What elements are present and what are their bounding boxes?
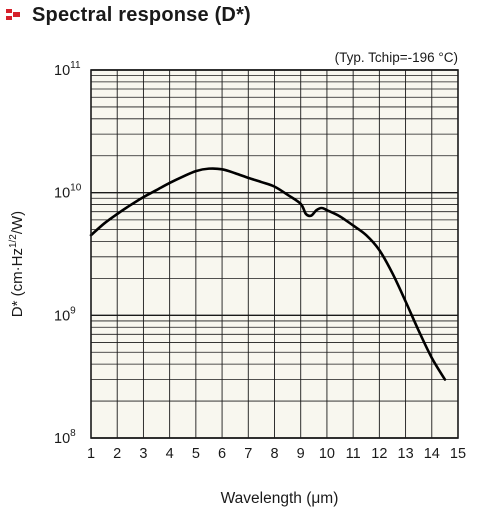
x-tick-label: 13 [398,446,414,462]
red-squares-icon [6,9,22,21]
y-axis-label-part-2: /W) [9,211,26,234]
y-tick-label: 1011 [54,60,81,79]
x-tick-label: 12 [371,446,387,462]
x-tick-label: 11 [346,446,361,462]
y-axis-label-part-1: D* (cm·Hz [9,248,26,317]
x-tick-label: 1 [87,446,95,462]
chart-annotation: (Typ. Tchip=-196 °C) [335,50,458,65]
y-tick-label: 108 [54,428,76,447]
x-tick-label: 5 [192,446,200,462]
plot-frame [90,69,459,439]
y-tick-label: 109 [54,305,76,324]
x-tick-label: 7 [244,446,252,462]
x-tick-label: 14 [424,446,440,462]
x-tick-label: 15 [450,446,466,462]
x-tick-label: 10 [319,446,335,462]
x-tick-label: 6 [218,446,226,462]
x-tick-label: 8 [270,446,278,462]
y-axis-label: D* (cm·Hz1/2/W) [8,211,26,317]
chart-title: Spectral response (D*) [32,3,251,26]
x-axis-label: Wavelength (μm) [221,490,339,507]
x-tick-label: 2 [113,446,121,462]
y-tick-labels: 108 109 1010 1011 [54,60,82,447]
grid-minor [90,70,459,438]
x-tick-label: 4 [166,446,174,462]
x-tick-label: 9 [297,446,305,462]
series-line [89,167,447,381]
y-axis-label-exponent: 1/2 [8,234,19,248]
y-tick-label: 1010 [54,183,82,202]
x-tick-labels: 1 2 3 4 5 6 7 8 9 10 11 12 13 14 15 [87,446,466,462]
section-heading: Spectral response (D*) [6,2,251,28]
x-tick-label: 3 [139,446,147,462]
